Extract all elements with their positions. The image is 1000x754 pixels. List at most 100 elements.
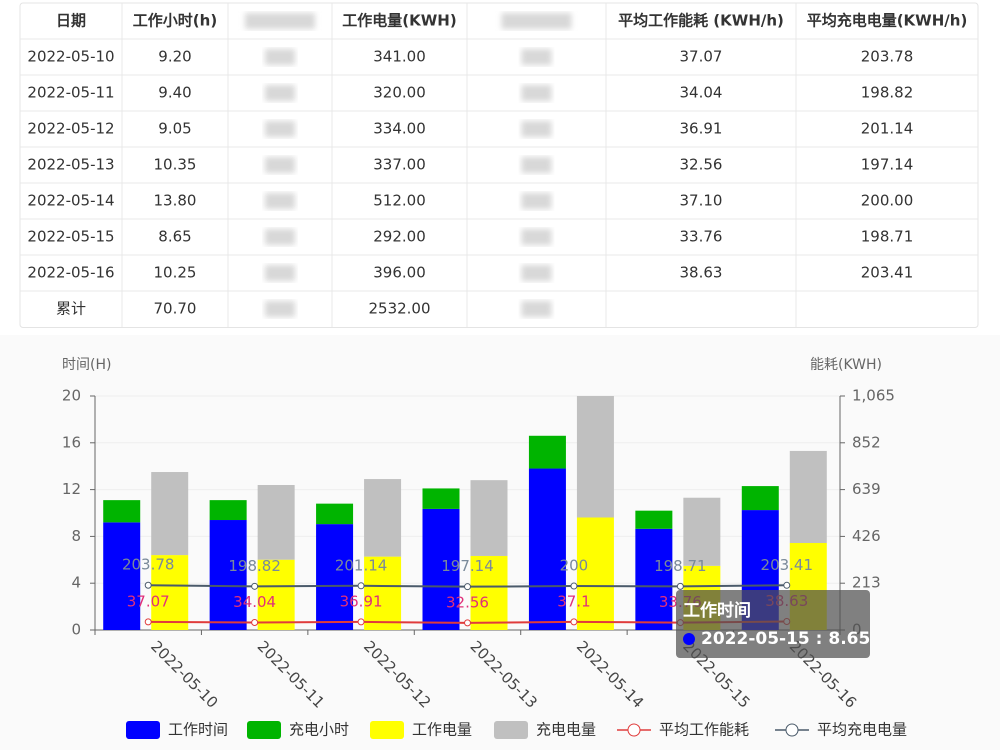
bar	[209, 500, 247, 521]
redacted-cell	[521, 229, 552, 245]
table-cell: 512.00	[373, 192, 426, 210]
table-cell: 341.00	[373, 48, 426, 66]
table-cell: 10.35	[154, 156, 197, 174]
data-label: 34.04	[233, 593, 276, 611]
bar	[151, 472, 189, 556]
tooltip-marker	[683, 633, 695, 645]
y2-axis-title: 能耗(KWH)	[810, 357, 882, 373]
bar	[103, 522, 141, 630]
legend-swatch	[785, 723, 799, 737]
legend-label[interactable]: 充电小时	[289, 721, 349, 739]
table-cell: 203.78	[861, 48, 914, 66]
table-header: 平均工作能耗 (KWH/h)	[618, 12, 784, 30]
table-cell: 201.14	[861, 120, 914, 138]
table-cell: 2022-05-16	[27, 264, 114, 282]
legend-swatch	[370, 721, 404, 739]
redacted-cell	[501, 13, 572, 29]
legend-swatch	[126, 721, 160, 739]
line-point	[357, 618, 365, 626]
table-header: 工作电量(KWH)	[342, 12, 456, 30]
line-point	[357, 582, 365, 590]
table-cell: 70.70	[154, 300, 197, 318]
redacted-cell	[245, 13, 315, 29]
bar	[257, 484, 295, 560]
tooltip-title: 工作时间	[683, 600, 751, 621]
table-cell: 37.07	[680, 48, 723, 66]
tooltip: 工作时间 2022-05-15 : 8.65	[676, 590, 870, 658]
legend-label[interactable]: 工作电量	[412, 721, 472, 739]
bar	[789, 450, 827, 543]
table-cell: 2022-05-11	[27, 84, 114, 102]
bar	[422, 508, 460, 630]
table-cell: 34.04	[680, 84, 723, 102]
y2-tick-label: 1,065	[852, 387, 895, 405]
data-label: 37.07	[127, 592, 170, 610]
table-cell: 33.76	[680, 228, 723, 246]
data-label: 201.14	[335, 556, 388, 574]
legend-label[interactable]: 平均充电电量	[817, 721, 907, 739]
y-axis-title: 时间(H)	[62, 357, 111, 373]
y-tick-label: 8	[71, 527, 81, 545]
y2-tick-label: 213	[852, 574, 881, 592]
table-cell: 2022-05-15	[27, 228, 114, 246]
bar	[151, 555, 189, 630]
redacted-cell	[265, 49, 295, 65]
legend-swatch	[247, 721, 281, 739]
bar	[741, 486, 779, 511]
y2-tick-label: 426	[852, 527, 881, 545]
redacted-cell	[265, 265, 295, 281]
table-cell: 396.00	[373, 264, 426, 282]
legend-label[interactable]: 平均工作能耗	[659, 721, 749, 739]
redacted-cell	[521, 157, 552, 173]
redacted-cell	[521, 265, 552, 281]
table-cell: 13.80	[154, 192, 197, 210]
table-cell: 320.00	[373, 84, 426, 102]
table-cell: 337.00	[373, 156, 426, 174]
data-label: 197.14	[441, 557, 494, 575]
data-label: 198.71	[654, 557, 707, 575]
bar	[316, 524, 354, 630]
table-header: 工作小时(h)	[133, 12, 217, 30]
bar	[364, 479, 402, 557]
redacted-cell	[265, 193, 295, 209]
table-cell: 203.41	[861, 264, 914, 282]
redacted-cell	[521, 49, 552, 65]
tooltip-text: 2022-05-15 : 8.65	[701, 629, 870, 649]
table-cell: 累计	[56, 300, 86, 318]
bar	[528, 435, 566, 469]
table-cell: 38.63	[680, 264, 723, 282]
redacted-cell	[265, 229, 295, 245]
data-label: 37.1	[557, 592, 590, 610]
bar	[635, 510, 673, 529]
table-frame	[19, 2, 979, 328]
table-cell: 198.82	[861, 84, 914, 102]
bar	[470, 480, 508, 556]
line-point	[676, 582, 684, 590]
table-cell: 36.91	[680, 120, 723, 138]
line-point	[144, 618, 152, 626]
table-cell: 2022-05-12	[27, 120, 114, 138]
table-cell: 37.10	[680, 192, 723, 210]
table: 日期 工作小时(h) 工作电量(KWH) 平均工作能耗 (KWH/h) 平均充电电量(K…	[19, 2, 979, 328]
table-cell: 10.25	[154, 264, 197, 282]
line-point	[570, 618, 578, 626]
bar	[422, 488, 460, 509]
data-label: 32.56	[446, 593, 489, 611]
table-cell: 200.00	[861, 192, 914, 210]
table-cell: 2022-05-10	[27, 48, 114, 66]
bar	[528, 468, 566, 630]
line-point	[570, 582, 578, 590]
legend-swatch	[494, 721, 528, 739]
redacted-cell	[265, 121, 295, 137]
legend-label[interactable]: 工作时间	[168, 721, 228, 739]
y-tick-label: 20	[62, 387, 81, 405]
legend-label[interactable]: 充电电量	[536, 721, 596, 739]
redacted-cell	[521, 301, 552, 317]
table-header: 平均充电电量(KWH/h)	[807, 12, 968, 30]
redacted-cell	[521, 193, 552, 209]
table-cell: 2022-05-14	[27, 192, 114, 210]
chart: 时间(H) 能耗(KWH) 0 4 8 12 16 200 213 426 639 852 1,065 2…	[62, 357, 907, 739]
line-point	[251, 582, 259, 590]
